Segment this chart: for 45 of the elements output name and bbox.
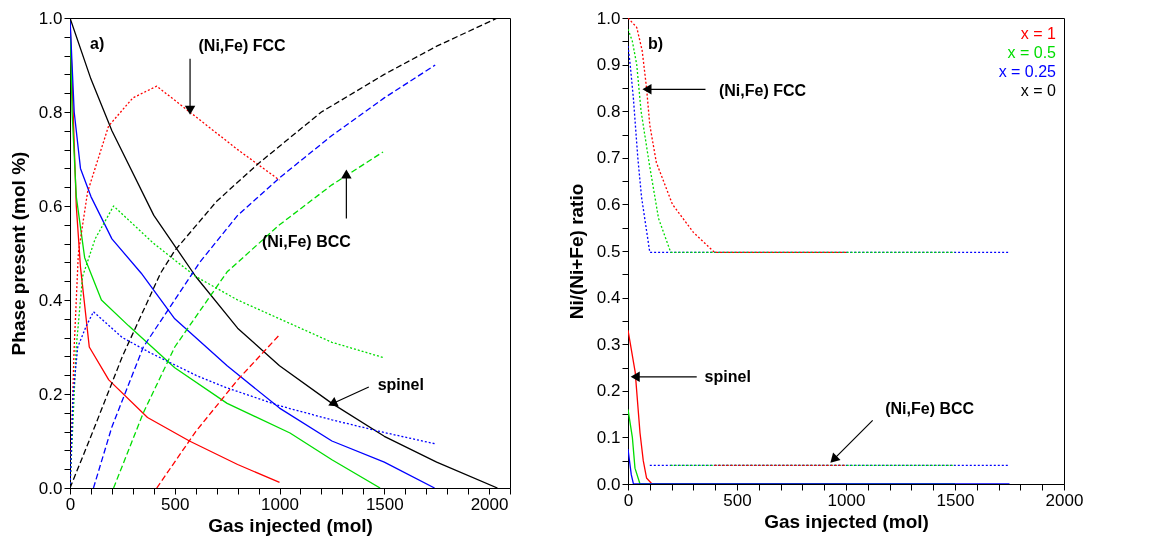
x-tick-label: 1000 [827, 490, 866, 510]
annotation: (Ni,Fe) BCC [885, 400, 975, 418]
x-tick-label: 500 [161, 494, 190, 514]
y-tick-label: 0.7 [596, 148, 621, 168]
annotation: spinel [377, 375, 424, 393]
y-axis-title: Ni/(Ni+Fe) ratio [565, 183, 587, 320]
y-tick-label: 0.8 [596, 101, 621, 121]
y-axis-title: Phase present (mol %) [7, 151, 29, 356]
y-tick-label: 0.6 [38, 196, 63, 216]
y-tick-label: 0.2 [38, 384, 63, 404]
x-tick-label: 1500 [365, 494, 404, 514]
y-tick-label: 0.0 [596, 474, 621, 494]
x-tick-label: 1000 [261, 494, 299, 514]
line-series [628, 18, 847, 254]
x-tick-label: 2000 [470, 494, 509, 514]
annotation: (Ni,Fe) FCC [198, 36, 287, 54]
x-tick-label: 0 [623, 490, 634, 510]
y-tick-label: 0.6 [596, 194, 621, 214]
y-tick-label: 0.9 [596, 55, 621, 75]
y-tick-label: 0.4 [596, 288, 621, 308]
y-tick-label: 1.0 [38, 8, 63, 28]
line-series [628, 28, 956, 254]
text: x = 0.5 [1007, 44, 1057, 61]
x-axis-title: Gas injected (mol) [208, 514, 373, 536]
annotation: b) [648, 35, 664, 52]
text: x = 1 [1020, 25, 1057, 42]
y-tick-label: 0.2 [596, 381, 621, 401]
y-tick-label: 0.4 [38, 290, 63, 310]
y-tick-label: 0.5 [596, 241, 621, 261]
text: x = 0.25 [998, 63, 1057, 80]
annotation: (Ni,Fe) FCC [718, 82, 807, 100]
y-tick-label: 1.0 [596, 8, 621, 28]
x-axis-title: Gas injected (mol) [764, 510, 929, 532]
annotation: a) [90, 35, 105, 52]
y-tick-label: 0.8 [38, 102, 63, 122]
annotation: (Ni,Fe) BCC [261, 233, 352, 251]
x-tick-label: 0 [65, 494, 76, 514]
annotation: spinel [704, 367, 751, 385]
y-tick-label: 0.0 [38, 478, 63, 498]
y-tick-label: 0.1 [596, 427, 621, 447]
x-tick-label: 1500 [936, 490, 975, 510]
x-tick-label: 2000 [1045, 490, 1084, 510]
legend-label: x = 0 [1020, 82, 1057, 99]
y-tick-label: 0.3 [596, 334, 621, 354]
x-tick-label: 500 [723, 490, 752, 510]
